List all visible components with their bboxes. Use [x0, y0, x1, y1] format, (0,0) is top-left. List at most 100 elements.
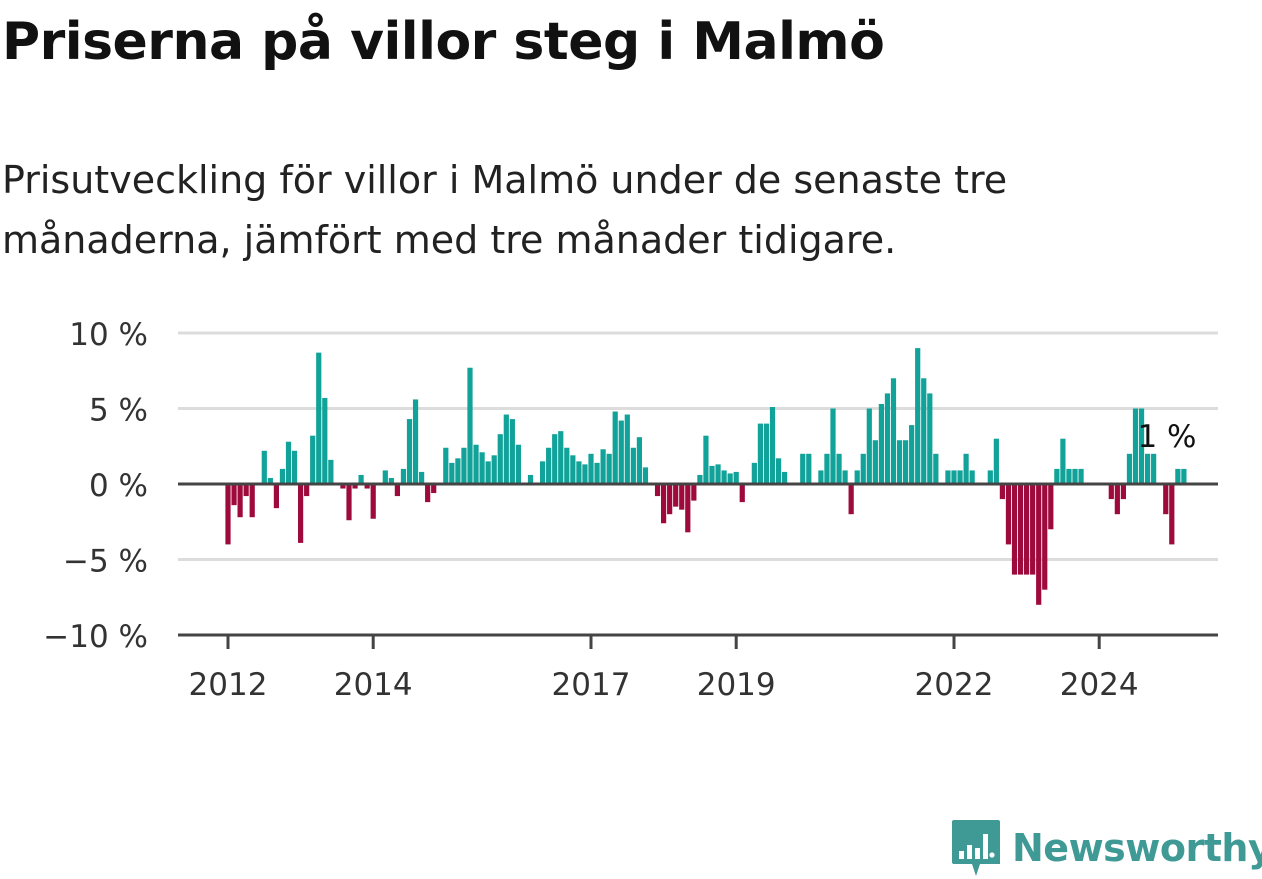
bar — [1072, 468, 1078, 484]
bar — [1175, 468, 1181, 484]
bar — [1060, 438, 1066, 484]
bar — [903, 440, 909, 484]
bar — [400, 468, 407, 484]
bar — [993, 438, 999, 484]
bar — [225, 484, 231, 545]
bar — [763, 423, 770, 484]
bar — [509, 419, 515, 484]
bar — [503, 414, 509, 484]
x-tick-label: 2017 — [552, 667, 631, 703]
bar — [709, 465, 715, 484]
bars — [225, 348, 1187, 605]
bar — [1042, 484, 1048, 590]
bar — [1151, 453, 1157, 484]
bar — [316, 352, 322, 484]
bar — [515, 444, 521, 484]
bar — [425, 484, 431, 503]
bar — [231, 484, 237, 506]
bar — [279, 468, 286, 484]
bar — [957, 470, 963, 484]
bar — [485, 461, 491, 484]
bar — [800, 453, 806, 484]
bar — [1078, 468, 1084, 484]
bar — [497, 434, 503, 484]
bar — [824, 453, 830, 484]
bar-chart-badge-icon — [952, 820, 1000, 876]
y-tick-label: −5 % — [63, 544, 148, 580]
bar — [909, 425, 915, 484]
bar — [1114, 484, 1120, 515]
bar — [346, 484, 352, 521]
bar — [237, 484, 243, 518]
bar — [243, 484, 249, 497]
bar — [721, 470, 727, 484]
bar — [1181, 468, 1187, 484]
bar — [358, 474, 364, 484]
newsworthy-logo: Newsworthy — [950, 818, 1262, 878]
bar — [673, 484, 679, 507]
bar — [394, 484, 400, 497]
bar — [739, 484, 745, 503]
bar — [419, 471, 425, 484]
bar — [285, 441, 292, 484]
x-tick-label: 2019 — [697, 667, 776, 703]
bar — [872, 440, 878, 484]
bar — [896, 440, 903, 484]
bar — [782, 471, 788, 484]
bar — [304, 484, 310, 497]
bar — [921, 378, 927, 484]
bar — [1163, 484, 1169, 515]
bar — [654, 484, 661, 497]
bar — [642, 467, 649, 484]
bar — [467, 367, 473, 484]
bar — [564, 447, 570, 484]
bar — [860, 453, 866, 484]
bar — [576, 461, 582, 484]
bar — [751, 462, 757, 484]
x-tick-label: 2022 — [915, 667, 994, 703]
bar — [945, 470, 951, 484]
bar — [769, 406, 776, 484]
bar — [1036, 484, 1042, 605]
bar — [679, 484, 685, 510]
bar — [715, 464, 721, 484]
bar — [667, 484, 673, 515]
bar — [588, 453, 594, 484]
bar — [370, 484, 376, 519]
annotations: 1 % — [1137, 419, 1196, 455]
bar — [624, 414, 630, 484]
bar — [866, 408, 872, 484]
axes — [178, 482, 1218, 637]
bar — [661, 484, 667, 524]
bar — [382, 470, 388, 484]
bar — [999, 484, 1005, 500]
bar — [1108, 484, 1114, 500]
bar — [1054, 468, 1060, 484]
bar — [951, 470, 957, 484]
bar — [412, 399, 419, 484]
brand-name: Newsworthy — [1012, 826, 1262, 870]
bar — [830, 408, 836, 484]
bar — [884, 393, 891, 484]
bar — [1169, 484, 1175, 545]
y-tick-label: −10 % — [43, 619, 148, 655]
bar — [1005, 484, 1012, 545]
bar — [915, 348, 921, 484]
bar — [963, 453, 969, 484]
bar — [697, 474, 703, 484]
bar — [854, 470, 860, 484]
bar — [1066, 468, 1072, 484]
y-tick-label: 5 % — [89, 393, 148, 429]
bar — [733, 471, 739, 484]
bar — [987, 470, 993, 484]
bar — [570, 455, 576, 484]
bar — [1145, 453, 1151, 484]
bar — [527, 474, 534, 484]
bar — [757, 423, 763, 484]
bar — [606, 453, 612, 484]
y-tick-label: 10 % — [69, 317, 148, 353]
bar — [431, 484, 437, 494]
bar — [1138, 408, 1145, 484]
bar — [600, 449, 606, 484]
bar — [775, 458, 782, 484]
